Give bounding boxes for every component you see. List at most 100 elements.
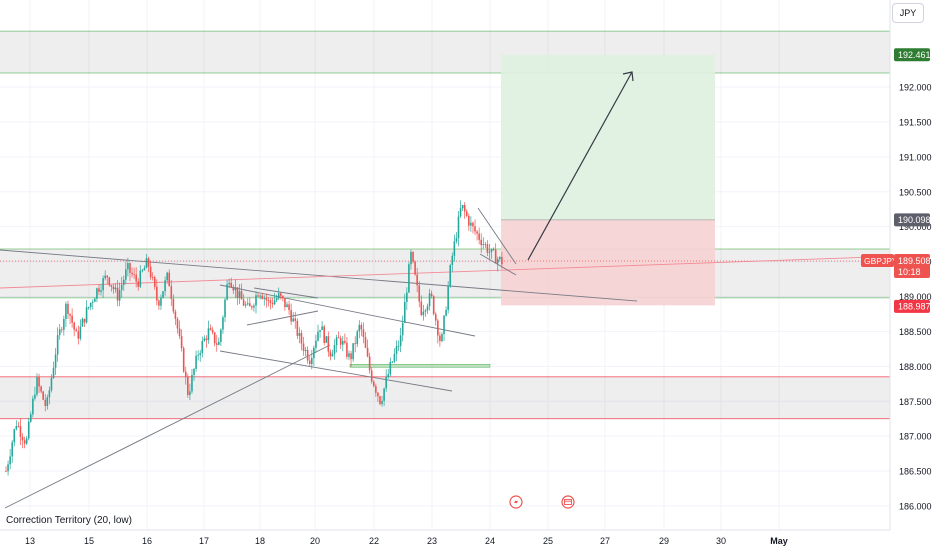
descending-trendline[interactable]	[0, 249, 638, 302]
candle-body	[135, 274, 137, 282]
time-tick-label: 16	[142, 536, 152, 546]
candle-body	[308, 360, 311, 365]
candle-body	[122, 279, 125, 285]
candle-body	[207, 328, 210, 341]
price-axis[interactable]: 186.000 186.500 187.000 187.500 188.000 188.5…	[861, 0, 932, 550]
candle-body	[383, 388, 385, 401]
candle-body	[325, 336, 328, 343]
tag-target[interactable]: 190.098	[894, 213, 931, 227]
indicator-legend[interactable]: Correction Territory (20, low)	[6, 515, 132, 526]
loss-zone[interactable]	[501, 219, 715, 306]
candle-body	[474, 226, 476, 232]
candle-body	[251, 306, 253, 308]
flash-icon[interactable]	[509, 495, 523, 509]
candle-body	[302, 343, 305, 351]
minor-level-marker	[349, 363, 491, 368]
price-tick-label: 190.500	[899, 187, 932, 197]
candle-body	[143, 267, 146, 271]
time-axis[interactable]: 13 15 16 17 18 20 22 23 24 25 27 29 30 May	[0, 529, 890, 546]
flag-lower-line[interactable]	[246, 310, 319, 326]
time-tick-label: May	[770, 536, 788, 546]
projection-arrow[interactable]	[527, 71, 634, 261]
price-tick-label: 191.000	[899, 152, 932, 162]
candle-body	[75, 329, 78, 332]
candle-body	[395, 346, 398, 354]
ascending-trendline[interactable]	[4, 344, 331, 509]
candle-body	[236, 287, 239, 298]
candle-body	[492, 248, 495, 250]
candle-body	[228, 282, 230, 285]
candle-body	[482, 244, 485, 246]
candle-body	[110, 285, 113, 287]
candle-body	[399, 335, 402, 347]
candle-body	[391, 361, 394, 363]
zone-upper-resistance	[0, 31, 890, 74]
candle-body	[46, 397, 49, 406]
candle-body	[459, 208, 462, 217]
countdown-text: 10:18	[898, 267, 921, 277]
candle-body	[414, 261, 416, 275]
projection-arrow-shaft[interactable]	[527, 71, 633, 261]
candle-body	[67, 303, 69, 315]
currency-selector[interactable]: JPY	[892, 3, 924, 23]
channel-lower-line[interactable]	[219, 350, 453, 392]
candle-body	[315, 340, 317, 348]
candle-body	[282, 295, 284, 299]
candle-body	[242, 299, 245, 306]
support-resistance-zones	[0, 30, 890, 420]
tag-target-text: 190.098	[898, 215, 931, 225]
profit-zone[interactable]	[501, 54, 715, 220]
candle-body	[58, 329, 61, 336]
calendar-flag-icon[interactable]	[561, 495, 575, 509]
candle-body	[445, 309, 447, 316]
candle-body	[317, 331, 319, 341]
flag-upper-line[interactable]	[253, 287, 319, 299]
candle-body	[478, 233, 480, 240]
projection-arrow-head[interactable]	[622, 71, 634, 82]
long-position-tool[interactable]	[501, 54, 715, 306]
candle-body	[403, 301, 406, 323]
candle-body	[486, 244, 489, 253]
candle-body	[412, 251, 414, 262]
candle-body	[339, 338, 342, 345]
time-tick-label: 29	[659, 536, 669, 546]
candle-body	[13, 429, 16, 443]
candle-body	[201, 341, 204, 354]
candle-body	[232, 287, 235, 291]
candle-body	[34, 394, 36, 399]
candle-body	[191, 374, 193, 392]
tag-top-zone[interactable]: 192.461	[894, 48, 931, 62]
candle-body	[71, 315, 73, 323]
candle-body	[443, 315, 445, 335]
candle-body	[410, 251, 412, 265]
wedge-upper-line[interactable]	[477, 207, 517, 265]
candle-body	[27, 421, 30, 439]
candle-body	[182, 348, 185, 372]
candle-body	[100, 290, 102, 292]
price-tag-bg	[894, 254, 930, 279]
event-markers[interactable]	[509, 495, 575, 509]
candle-body	[313, 347, 315, 359]
candle-body	[209, 328, 212, 330]
candle-body	[120, 284, 123, 291]
tag-stop-text: 188.987	[898, 302, 931, 312]
candle-body	[424, 310, 427, 312]
candle-body	[284, 298, 286, 308]
zone-middle-support	[0, 249, 890, 298]
candle-body	[32, 398, 34, 415]
price-tick-label: 186.500	[899, 467, 932, 477]
candle-body	[379, 396, 381, 405]
calendar-icon-glyph	[564, 499, 572, 505]
symbol-tag-bg	[861, 254, 894, 268]
candle-body	[23, 440, 26, 444]
candle-body	[366, 347, 369, 357]
candle-body	[273, 300, 276, 305]
tag-stop[interactable]: 188.987	[894, 299, 931, 313]
candle-body	[499, 256, 501, 260]
candle-body	[275, 298, 278, 301]
candle-body	[451, 255, 454, 266]
candle-body	[263, 297, 266, 299]
